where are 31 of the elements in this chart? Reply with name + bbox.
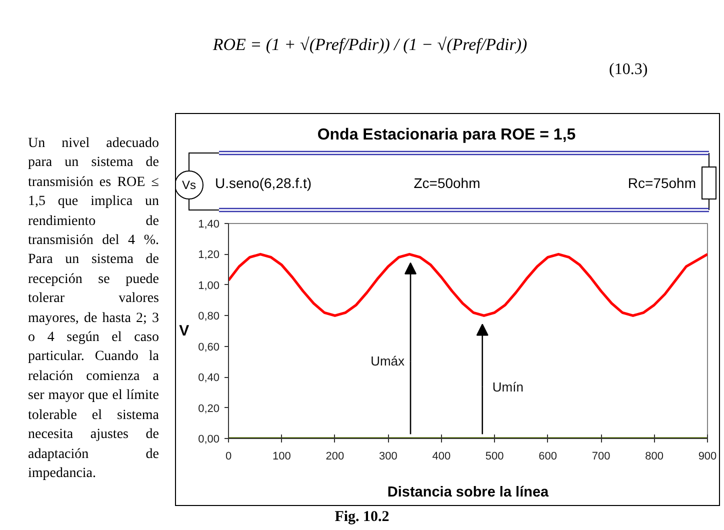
y-tick-label: 0,40 xyxy=(198,372,220,384)
x-tick-label: 500 xyxy=(485,450,504,462)
x-axis-title: Distancia sobre la línea xyxy=(387,484,550,500)
text: ROE = (1 + √(Pref/Pdir)) / (1 − √(Pref/Pdir)) xyxy=(212,34,528,56)
y-tick-label: 0,60 xyxy=(198,341,220,354)
y-axis-title: V xyxy=(179,322,190,340)
text: U.seno(6,28.f.t) xyxy=(215,175,312,191)
text: Un nivel adecuado para un sistema de transmisión es ROE ≤ 1,5 que implica un rendimiento de transmisión del 4 %. Para un sistema de recepción se puede tolerar valores mayores, de hasta 2; 3 o 4 según el caso particular. Cuando la relación comienza a ser mayor que el límite tolerable el sistema necesita ajustes de adaptación de impedancia. xyxy=(28,136,159,481)
text: Zc=50ohm xyxy=(414,175,480,191)
x-tick-label: 800 xyxy=(645,450,664,462)
text: Rc=75ohm xyxy=(628,175,696,191)
y-tick-label: 0,20 xyxy=(198,402,220,415)
x-tick-label: 200 xyxy=(326,450,344,462)
text: Vs xyxy=(182,178,196,192)
x-tick-label: 700 xyxy=(592,450,610,462)
x-tick-label: 600 xyxy=(538,450,558,462)
y-tick-label: 1,00 xyxy=(198,280,220,292)
x-tick-label: 100 xyxy=(272,450,291,462)
y-tick-label: 1,40 xyxy=(198,218,220,230)
annotation: Umáx xyxy=(370,354,406,369)
caption: Fig. 10.2 xyxy=(334,508,390,526)
annotation: Umín xyxy=(492,379,524,394)
x-tick-label: 0 xyxy=(225,450,232,462)
x-tick-label: 900 xyxy=(698,450,717,462)
text: (10.3) xyxy=(609,60,648,80)
x-tick-label: 400 xyxy=(432,450,451,462)
y-tick-label: 0,00 xyxy=(198,434,220,446)
y-tick-label: 1,20 xyxy=(198,249,220,262)
y-tick-label: 0,80 xyxy=(198,310,220,323)
chart-title: Onda Estacionaria para ROE = 1,5 xyxy=(317,126,576,144)
x-tick-label: 300 xyxy=(378,450,398,462)
